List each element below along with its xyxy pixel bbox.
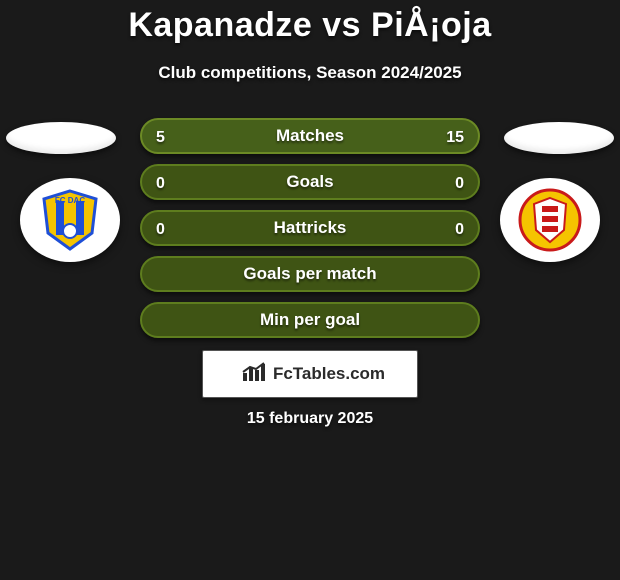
stat-label: Hattricks [274, 218, 347, 238]
stat-row: 5 Matches 15 [140, 118, 480, 154]
stat-left-value: 5 [156, 120, 165, 156]
stat-label: Min per goal [260, 310, 360, 330]
brand-name: FcTables.com [273, 364, 385, 384]
stat-row: Min per goal [140, 302, 480, 338]
match-date: 15 february 2025 [0, 410, 620, 428]
club-crest-right [500, 178, 600, 262]
stat-left-value: 0 [156, 166, 165, 202]
stat-right-value: 0 [455, 212, 464, 248]
stat-label: Goals per match [243, 264, 376, 284]
page-subtitle: Club competitions, Season 2024/2025 [0, 63, 620, 83]
stat-row: Goals per match [140, 256, 480, 292]
stat-right-value: 15 [446, 120, 464, 156]
stat-right-value: 0 [455, 166, 464, 202]
club-badge-right [500, 178, 600, 262]
club-crest-left: FC DAC [20, 178, 120, 262]
stat-row: 0 Hattricks 0 [140, 210, 480, 246]
stats-list: 5 Matches 15 0 Goals 0 0 Hattricks 0 Goa… [140, 118, 480, 348]
brand-link[interactable]: FcTables.com [202, 350, 418, 398]
chart-icon [241, 361, 267, 388]
comparison-card: Kapanadze vs PiÅ¡oja Club competitions, … [0, 0, 620, 580]
crest-icon: FC DAC [40, 189, 100, 251]
stat-left-value: 0 [156, 212, 165, 248]
player-plate-left [6, 122, 116, 154]
crest-icon [518, 188, 582, 252]
stat-row: 0 Goals 0 [140, 164, 480, 200]
svg-text:FC DAC: FC DAC [55, 196, 85, 205]
club-badge-left: FC DAC [20, 178, 120, 262]
player-plate-right [504, 122, 614, 154]
stat-label: Matches [276, 126, 344, 146]
page-title: Kapanadze vs PiÅ¡oja [0, 0, 620, 45]
stat-label: Goals [286, 172, 333, 192]
